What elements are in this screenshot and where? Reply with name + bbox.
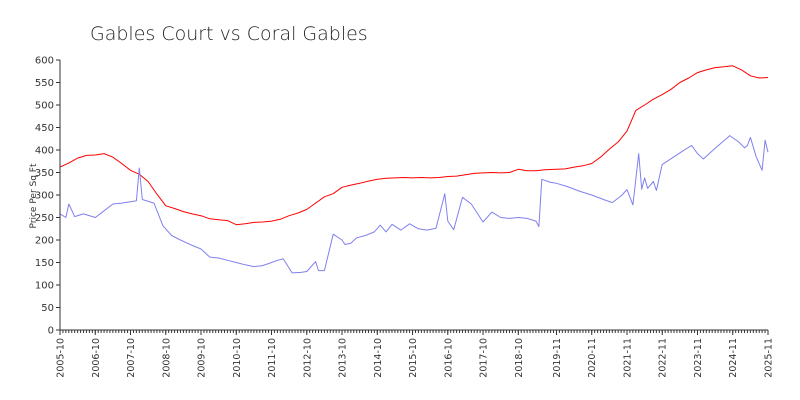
x-tick-label: 2010-10 bbox=[232, 338, 243, 378]
y-tick-label: 400 bbox=[35, 146, 54, 157]
y-tick-label: 100 bbox=[35, 281, 54, 292]
y-tick-label: 300 bbox=[35, 191, 54, 202]
plot-area bbox=[59, 65, 769, 274]
y-tick-label: 150 bbox=[35, 258, 54, 269]
x-tick-label: 2016-10 bbox=[443, 338, 454, 378]
y-tick-label: 500 bbox=[35, 101, 54, 112]
x-tick-label: 2011-10 bbox=[267, 338, 278, 378]
x-tick-label: 2025-11 bbox=[764, 338, 775, 378]
y-tick-label: 450 bbox=[35, 123, 54, 134]
y-tick-label: 0 bbox=[48, 326, 54, 337]
x-tick-label: 2009-10 bbox=[197, 338, 208, 378]
x-tick-label: 2022-11 bbox=[658, 338, 669, 378]
chart-title: Gables Court vs Coral Gables bbox=[90, 23, 368, 45]
y-axis-label: Price Per Sq Ft bbox=[29, 163, 39, 228]
x-tick-label: 2007-10 bbox=[126, 338, 137, 378]
x-tick-label: 2018-10 bbox=[514, 338, 525, 378]
x-tick-label: 2021-11 bbox=[622, 338, 633, 378]
x-axis: 2005-10 2006-10 2007-10 2008-10 2009-10 2010-… bbox=[56, 330, 775, 378]
y-tick-label: 250 bbox=[35, 213, 54, 224]
y-tick-label: 600 bbox=[35, 56, 54, 67]
x-tick-label: 2005-10 bbox=[56, 338, 67, 378]
x-tick-label: 2024-11 bbox=[728, 338, 739, 378]
x-tick-label: 2014-10 bbox=[373, 338, 384, 378]
series-line-red bbox=[59, 65, 769, 226]
x-tick-label: 2017-10 bbox=[479, 338, 490, 378]
y-tick-label: 550 bbox=[35, 78, 54, 89]
x-tick-label: 2006-10 bbox=[91, 338, 102, 378]
x-tick-label: 2019-11 bbox=[552, 338, 563, 378]
x-tick-label: 2013-10 bbox=[338, 338, 349, 378]
y-tick-label: 50 bbox=[41, 303, 54, 314]
x-tick-label: 2015-10 bbox=[408, 338, 419, 378]
series-line-blue bbox=[59, 135, 769, 274]
x-tick-label: 2020-11 bbox=[587, 338, 598, 378]
y-axis: 0 50 100 150 200 250 300 350 400 450 500 550 600 bbox=[35, 56, 60, 337]
x-tick-label: 2023-11 bbox=[693, 338, 704, 378]
y-tick-label: 200 bbox=[35, 236, 54, 247]
y-tick-label: 350 bbox=[35, 168, 54, 179]
x-tick-label: 2008-10 bbox=[161, 338, 172, 378]
x-tick-label: 2012-10 bbox=[302, 338, 313, 378]
